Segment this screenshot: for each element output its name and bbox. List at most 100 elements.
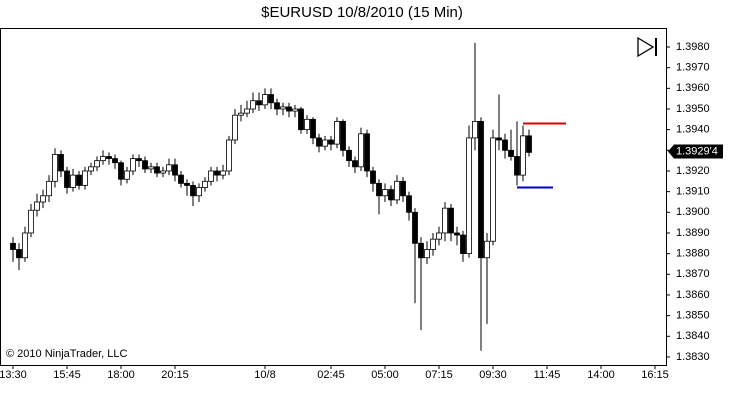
- candle-body: [28, 209, 34, 234]
- candle-body: [334, 120, 340, 145]
- plot-frame: [0, 28, 667, 366]
- candle-body: [226, 139, 232, 172]
- y-tick-label: 1.3950: [676, 103, 710, 115]
- candle-body: [220, 170, 226, 176]
- candle-body: [160, 170, 166, 174]
- candle-body: [376, 182, 382, 197]
- x-tick-label: 05:00: [371, 369, 399, 381]
- candle-body: [34, 201, 40, 211]
- candle-body: [250, 100, 256, 110]
- y-tick-label: 1.3970: [676, 62, 710, 74]
- candle-body: [286, 106, 292, 112]
- x-tick-label: 09:30: [479, 369, 507, 381]
- candle-body: [232, 114, 238, 141]
- candle-body: [184, 182, 190, 186]
- candle-body: [16, 249, 22, 259]
- y-tick-label: 1.3870: [676, 268, 710, 280]
- candle-body: [400, 180, 406, 197]
- candle-body: [118, 162, 124, 180]
- candle-body: [442, 207, 448, 234]
- candle-body: [316, 137, 322, 147]
- candle-body: [202, 180, 208, 188]
- candle-body: [148, 166, 154, 170]
- candle-body: [178, 174, 184, 184]
- candle-body: [430, 238, 436, 250]
- candle-body: [346, 149, 352, 162]
- candle-body: [208, 170, 214, 182]
- candle-body: [322, 139, 328, 147]
- candle-body: [274, 102, 280, 110]
- candle-body: [82, 170, 88, 186]
- candle-body: [382, 189, 388, 197]
- candle-body: [124, 170, 130, 180]
- candle-body: [490, 137, 496, 242]
- candle-body: [520, 135, 526, 176]
- candle-body: [454, 232, 460, 236]
- candle-body: [436, 232, 442, 240]
- candle-body: [304, 118, 310, 131]
- candle-body: [418, 242, 424, 259]
- y-tick-label: 1.3920: [676, 165, 710, 177]
- candle-body: [394, 180, 400, 201]
- candle-body: [106, 156, 112, 159]
- y-tick-label: 1.3960: [676, 82, 710, 94]
- candle-body: [190, 185, 196, 197]
- x-tick-label: 11:45: [534, 369, 561, 381]
- x-tick-label: 15:45: [53, 369, 81, 381]
- candle-body: [340, 120, 346, 151]
- candle-body: [406, 195, 412, 213]
- play-arrow[interactable]: [637, 36, 655, 58]
- candle-body: [70, 174, 76, 188]
- candle-body: [484, 240, 490, 259]
- candle-body: [364, 133, 370, 172]
- candle-body: [292, 108, 298, 112]
- y-tick-label: 1.3980: [676, 41, 710, 53]
- candle-body: [196, 187, 202, 197]
- candle-body: [328, 139, 334, 145]
- candle-body: [460, 234, 466, 255]
- candle-body: [52, 154, 58, 182]
- candle-body: [262, 94, 268, 106]
- last-price-label: 1.3929'4: [676, 145, 718, 157]
- candle-body: [238, 112, 244, 116]
- x-tick-label: 20:15: [161, 369, 189, 381]
- candle-body: [358, 133, 364, 168]
- y-tick-label: 1.3880: [676, 248, 710, 260]
- y-tick-label: 1.3910: [676, 186, 710, 198]
- candle-body: [526, 135, 532, 153]
- y-tick-label: 1.3830: [676, 351, 710, 363]
- candle-body: [94, 160, 100, 168]
- candle-body: [40, 195, 46, 203]
- x-tick-label: 14:00: [587, 369, 615, 381]
- candle-body: [112, 158, 118, 164]
- candle-body: [496, 137, 502, 141]
- y-tick-label: 1.3890: [676, 227, 710, 239]
- candle-body: [130, 158, 136, 172]
- candle-body: [244, 108, 250, 114]
- candle-body: [352, 160, 358, 168]
- play-icon[interactable]: [637, 36, 657, 58]
- candle-body: [466, 137, 472, 255]
- candle-body: [370, 170, 376, 184]
- x-tick-label: 13:30: [0, 369, 27, 381]
- y-tick-label: 1.3940: [676, 124, 710, 136]
- candle-body: [10, 242, 16, 250]
- candle-body: [88, 166, 94, 172]
- candle-body: [166, 164, 172, 172]
- chart-title: $EURUSD 10/8/2010 (15 Min): [261, 4, 463, 21]
- candle-body: [76, 174, 82, 186]
- x-tick-label: 07:15: [425, 369, 453, 381]
- candle-body: [298, 108, 304, 131]
- candle-body: [478, 120, 484, 259]
- candle-body: [268, 94, 274, 104]
- last-price-box: [668, 144, 723, 159]
- candle-body: [310, 118, 316, 139]
- candle-body: [154, 166, 160, 174]
- candle-body: [136, 158, 142, 162]
- candle-body: [502, 139, 508, 151]
- x-tick-label: 16:15: [641, 369, 669, 381]
- candle-body: [280, 106, 286, 110]
- candle-body: [448, 207, 454, 234]
- candle-body: [58, 154, 64, 172]
